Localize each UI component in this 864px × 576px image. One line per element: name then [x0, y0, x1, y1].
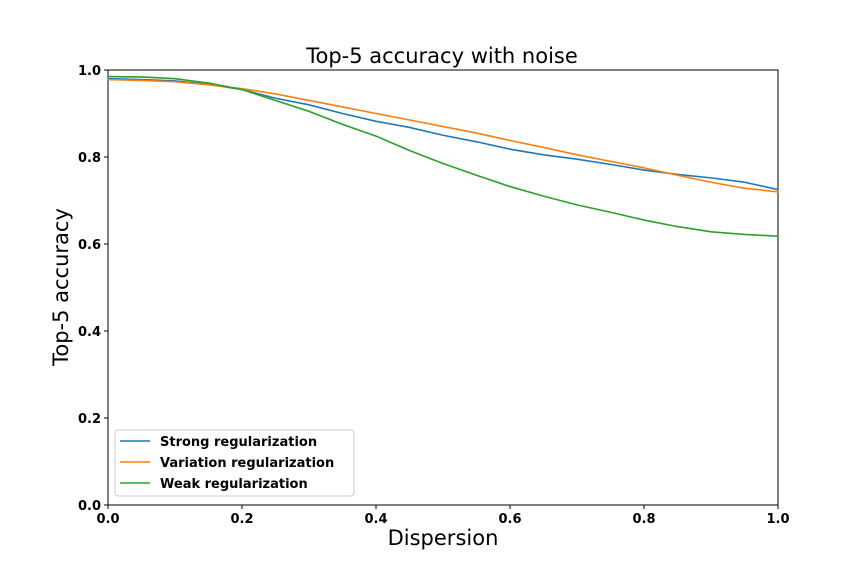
- legend-item-weak: Weak regularization: [120, 477, 308, 492]
- series-line-1: [107, 78, 779, 193]
- legend: Strong regularization Variation regulari…: [114, 429, 355, 497]
- y-tick-label: 0.4: [78, 325, 101, 340]
- legend-box: [114, 429, 355, 497]
- y-tick-label: 0.6: [78, 238, 101, 253]
- series-line-0: [107, 77, 779, 191]
- plot-frame: [107, 69, 779, 506]
- x-tick-label: 1.0: [766, 512, 789, 527]
- x-axis-ticks: 0.0 0.2 0.4 0.6 0.8 1.0: [96, 505, 790, 527]
- legend-label-strong: Strong regularization: [160, 435, 317, 450]
- y-tick-label: 0.8: [78, 151, 101, 166]
- x-tick-label: 0.4: [364, 512, 387, 527]
- plot-area: [107, 69, 779, 506]
- x-tick-label: 0.0: [96, 512, 119, 527]
- y-tick-label: 0.2: [78, 412, 101, 427]
- chart-title: Top-5 accuracy with noise: [305, 44, 578, 68]
- y-axis-ticks: 0.0 0.2 0.4 0.6 0.8 1.0: [78, 64, 108, 514]
- x-axis-label: Dispersion: [388, 526, 499, 550]
- x-tick-label: 0.6: [498, 512, 521, 527]
- series-line-2: [107, 75, 779, 237]
- legend-label-variation: Variation regularization: [160, 456, 334, 471]
- y-tick-label: 1.0: [78, 64, 101, 79]
- x-tick-label: 0.8: [632, 512, 655, 527]
- legend-label-weak: Weak regularization: [160, 477, 308, 492]
- y-axis-label: Top-5 accuracy: [49, 208, 73, 367]
- x-tick-label: 0.2: [230, 512, 253, 527]
- series-layer: [107, 75, 779, 237]
- legend-item-variation: Variation regularization: [120, 456, 334, 471]
- legend-item-strong: Strong regularization: [120, 435, 317, 450]
- y-tick-label: 0.0: [78, 499, 101, 514]
